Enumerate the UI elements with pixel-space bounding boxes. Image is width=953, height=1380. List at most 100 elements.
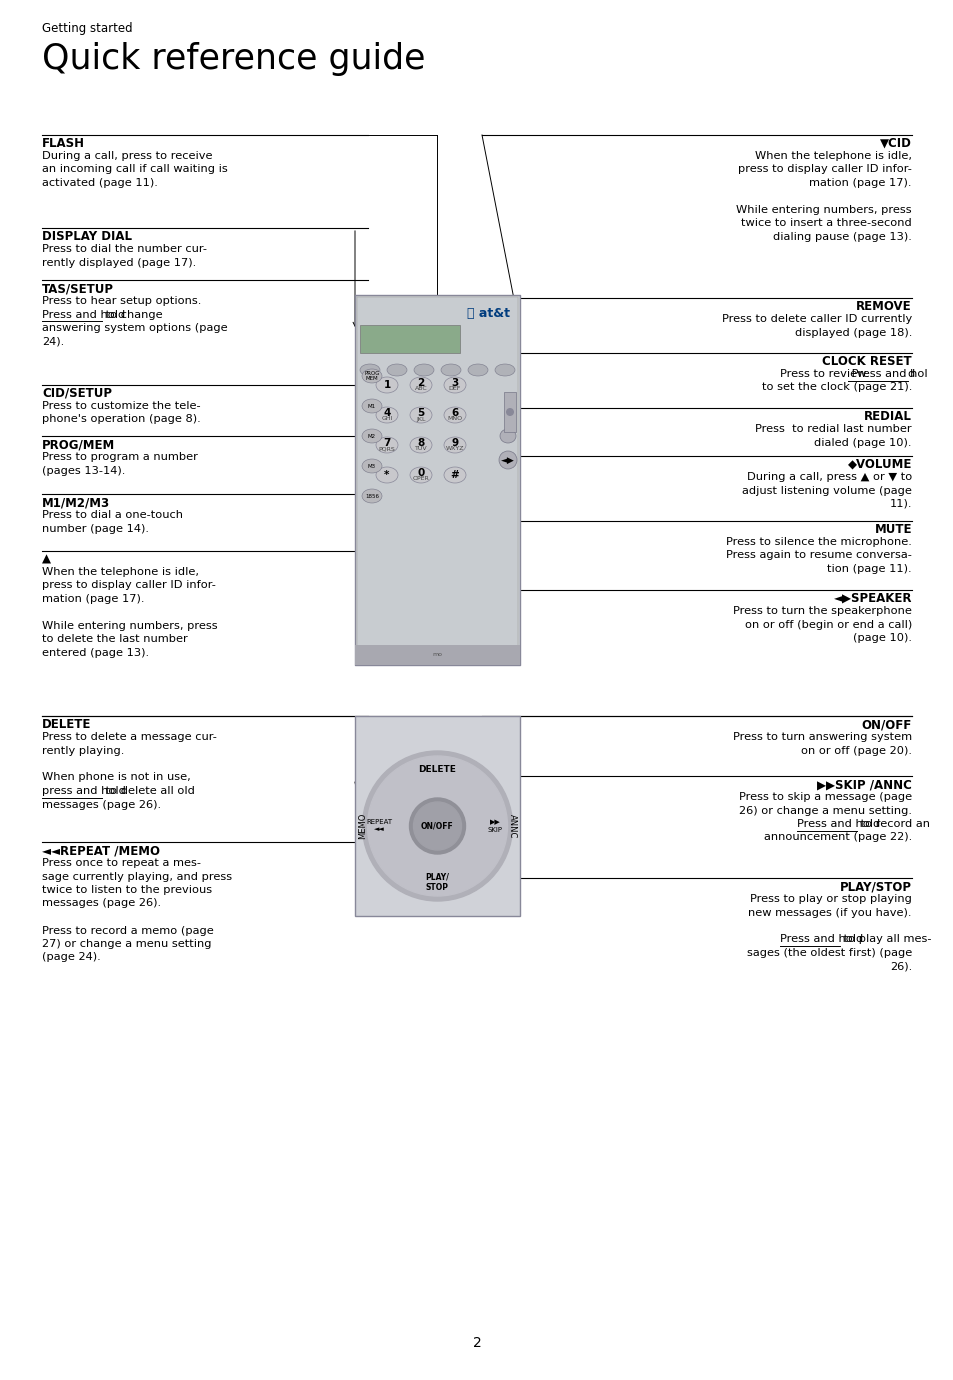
Ellipse shape — [440, 364, 460, 375]
Text: Press to delete a message cur-: Press to delete a message cur- — [42, 731, 216, 742]
Text: an incoming call if call waiting is: an incoming call if call waiting is — [42, 164, 228, 174]
Text: PLAY/
STOP: PLAY/ STOP — [425, 872, 449, 891]
Text: ON/OFF: ON/OFF — [861, 718, 911, 731]
Bar — [359, 326, 459, 353]
Text: 1: 1 — [383, 380, 390, 391]
Ellipse shape — [495, 364, 515, 375]
Text: ▶▶
SKIP: ▶▶ SKIP — [488, 820, 502, 832]
Text: DELETE: DELETE — [42, 718, 91, 731]
Text: answering system options (page: answering system options (page — [42, 323, 228, 333]
Text: Press to delete caller ID currently: Press to delete caller ID currently — [721, 315, 911, 324]
Text: DEF: DEF — [448, 386, 460, 392]
Ellipse shape — [468, 364, 488, 375]
Text: Press to turn the speakerphone: Press to turn the speakerphone — [732, 606, 911, 615]
Text: Press to review.: Press to review. — [779, 368, 868, 380]
Text: on or off (page 20).: on or off (page 20). — [801, 745, 911, 755]
Text: Press to skip a message (page: Press to skip a message (page — [739, 792, 911, 802]
Text: to delete all old: to delete all old — [102, 787, 194, 796]
Text: ON/OFF: ON/OFF — [420, 821, 454, 831]
Text: M1: M1 — [368, 403, 375, 408]
Text: GHI: GHI — [381, 417, 393, 421]
Text: PQRS: PQRS — [378, 447, 395, 451]
Text: REMOVE: REMOVE — [856, 299, 911, 313]
Ellipse shape — [410, 407, 432, 424]
Text: PLAY/STOP: PLAY/STOP — [840, 880, 911, 893]
Ellipse shape — [387, 364, 407, 375]
Circle shape — [413, 802, 461, 850]
Text: rently displayed (page 17).: rently displayed (page 17). — [42, 258, 196, 268]
Text: mation (page 17).: mation (page 17). — [809, 178, 911, 188]
Text: JKL: JKL — [416, 417, 425, 421]
Text: mo: mo — [432, 653, 442, 657]
Circle shape — [367, 756, 507, 896]
Text: 24).: 24). — [42, 337, 64, 346]
Text: Press to hear setup options.: Press to hear setup options. — [42, 295, 201, 306]
Text: While entering numbers, press: While entering numbers, press — [736, 206, 911, 215]
Text: dialing pause (page 13).: dialing pause (page 13). — [772, 232, 911, 241]
Ellipse shape — [414, 364, 434, 375]
Text: DELETE: DELETE — [418, 766, 456, 774]
Text: WXYZ: WXYZ — [445, 447, 464, 451]
Text: Press once to repeat a mes-: Press once to repeat a mes- — [42, 858, 201, 868]
Text: REPEAT
◄◄: REPEAT ◄◄ — [366, 820, 392, 832]
Text: Press and hold: Press and hold — [42, 309, 125, 320]
Text: M2: M2 — [368, 433, 375, 439]
Text: Press again to resume conversa-: Press again to resume conversa- — [725, 551, 911, 560]
Text: During a call, press to receive: During a call, press to receive — [42, 150, 213, 161]
Text: number (page 14).: number (page 14). — [42, 523, 149, 534]
Text: ◄◄REPEAT /MEMO: ◄◄REPEAT /MEMO — [42, 845, 160, 857]
Text: 0: 0 — [416, 468, 424, 477]
Text: to change: to change — [102, 309, 162, 320]
Text: Press to program a number: Press to program a number — [42, 453, 197, 462]
Text: ANNC: ANNC — [507, 814, 516, 838]
Text: (pages 13-14).: (pages 13-14). — [42, 465, 125, 476]
Text: Getting started: Getting started — [42, 22, 132, 34]
Text: When the telephone is idle,: When the telephone is idle, — [754, 150, 911, 161]
Bar — [355, 716, 519, 916]
Ellipse shape — [410, 437, 432, 453]
Text: 4: 4 — [383, 408, 391, 418]
Text: MUTE: MUTE — [874, 523, 911, 535]
Text: 8: 8 — [416, 437, 424, 448]
Ellipse shape — [375, 377, 397, 393]
Text: PROG/MEM: PROG/MEM — [42, 437, 115, 451]
Text: #: # — [450, 471, 459, 480]
Text: When phone is not in use,: When phone is not in use, — [42, 773, 191, 782]
Text: ▲: ▲ — [42, 553, 51, 566]
Text: adjust listening volume (page: adjust listening volume (page — [741, 486, 911, 495]
Text: press and hold: press and hold — [42, 787, 126, 796]
Text: MNO: MNO — [447, 417, 462, 421]
Text: phone's operation (page 8).: phone's operation (page 8). — [42, 414, 200, 425]
Text: While entering numbers, press: While entering numbers, press — [42, 621, 217, 631]
Circle shape — [409, 798, 465, 854]
Text: Press  to redial last number: Press to redial last number — [755, 424, 911, 433]
Text: on or off (begin or end a call): on or off (begin or end a call) — [744, 620, 911, 629]
Text: displayed (page 18).: displayed (page 18). — [794, 327, 911, 338]
Text: to record an: to record an — [856, 818, 928, 829]
Text: ▶▶SKIP /ANNC: ▶▶SKIP /ANNC — [817, 778, 911, 791]
Ellipse shape — [443, 466, 465, 483]
Text: Press to turn answering system: Press to turn answering system — [732, 731, 911, 742]
Text: ◄▶: ◄▶ — [500, 455, 515, 465]
Text: 5: 5 — [416, 408, 424, 418]
Text: FLASH: FLASH — [42, 137, 85, 150]
Text: 26) or change a menu setting.: 26) or change a menu setting. — [739, 806, 911, 816]
Text: sages (the oldest first) (page: sages (the oldest first) (page — [746, 948, 911, 958]
Text: to play all mes-: to play all mes- — [839, 934, 930, 944]
Ellipse shape — [361, 489, 381, 502]
Ellipse shape — [375, 466, 397, 483]
Ellipse shape — [443, 407, 465, 424]
Ellipse shape — [498, 451, 517, 469]
Ellipse shape — [410, 466, 432, 483]
Text: 2: 2 — [472, 1336, 481, 1350]
Text: Press and hold: Press and hold — [779, 934, 862, 944]
Bar — [355, 295, 519, 665]
Text: messages (page 26).: messages (page 26). — [42, 898, 161, 908]
Circle shape — [362, 751, 512, 901]
Text: mation (page 17).: mation (page 17). — [42, 593, 144, 604]
Text: to delete the last number: to delete the last number — [42, 635, 188, 644]
Text: activated (page 11).: activated (page 11). — [42, 178, 157, 188]
Text: Ⓠ at&t: Ⓠ at&t — [467, 306, 510, 320]
Ellipse shape — [361, 460, 381, 473]
Text: ▼CID: ▼CID — [880, 137, 911, 150]
